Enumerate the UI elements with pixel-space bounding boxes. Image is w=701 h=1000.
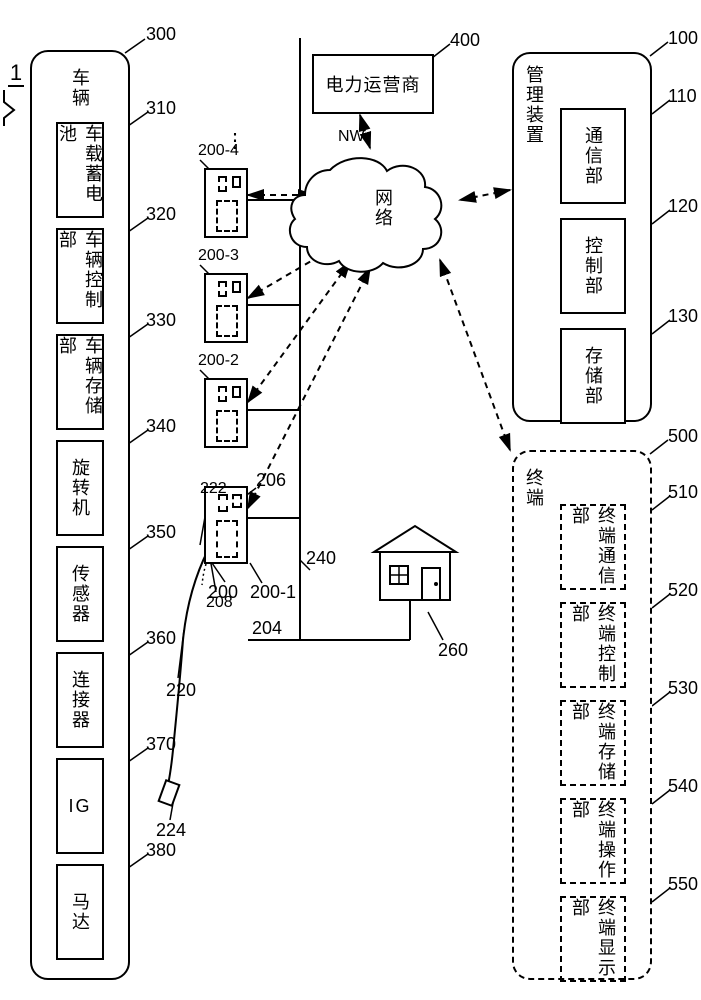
mgmt-item-callout: 120 bbox=[668, 196, 698, 217]
power-callout: 400 bbox=[450, 30, 480, 51]
terminal-item-label: 终端通信部 bbox=[562, 506, 624, 588]
cloud-label: 网络 bbox=[370, 178, 396, 238]
terminal-title: 终端 bbox=[520, 458, 548, 518]
vehicle-item-label: IG bbox=[58, 760, 102, 852]
mgmt-item: 控制部 bbox=[560, 218, 626, 314]
mgmt-item-label: 存储部 bbox=[562, 330, 624, 422]
station-box bbox=[204, 273, 248, 343]
station-box bbox=[204, 168, 248, 238]
vehicle-item-label: 连接器 bbox=[58, 654, 102, 746]
mgmt-item: 存储部 bbox=[560, 328, 626, 424]
terminal-item: 终端操作部 bbox=[560, 798, 626, 884]
vehicle-title: 车辆 bbox=[32, 58, 128, 118]
station-inner-c bbox=[232, 494, 242, 508]
terminal-item: 终端显示部 bbox=[560, 896, 626, 982]
station-206: 206 bbox=[256, 470, 286, 491]
station-208: 208 bbox=[206, 594, 233, 612]
vehicle-item-callout: 330 bbox=[146, 310, 176, 331]
vehicle-item: 连接器 bbox=[56, 652, 104, 748]
vehicle-item-label: 车辆存储部 bbox=[58, 336, 102, 428]
mgmt-item-label: 控制部 bbox=[562, 220, 624, 312]
vehicle-item-label: 车载蓄电池 bbox=[58, 124, 102, 216]
station-224: 224 bbox=[156, 820, 186, 841]
station-222: 222 bbox=[200, 480, 227, 498]
vehicle-item-label: 旋转机 bbox=[58, 442, 102, 534]
terminal-item-label: 终端存储部 bbox=[562, 702, 624, 784]
station-box bbox=[204, 378, 248, 448]
vehicle-item: 车辆存储部 bbox=[56, 334, 104, 430]
mgmt-callout: 100 bbox=[668, 28, 698, 49]
mgmt-item: 通信部 bbox=[560, 108, 626, 204]
terminal-item-callout: 520 bbox=[668, 580, 698, 601]
mgmt-item-callout: 130 bbox=[668, 306, 698, 327]
terminal-item: 终端存储部 bbox=[560, 700, 626, 786]
vehicle-item-callout: 370 bbox=[146, 734, 176, 755]
vehicle-item: IG bbox=[56, 758, 104, 854]
vehicle-item-callout: 350 bbox=[146, 522, 176, 543]
bus-240: 240 bbox=[306, 548, 336, 569]
vehicle-callout: 300 bbox=[146, 24, 176, 45]
vehicle-item-label: 车辆控制部 bbox=[58, 230, 102, 322]
vehicle-item: 旋转机 bbox=[56, 440, 104, 536]
power-box: 电力运营商 bbox=[312, 54, 434, 114]
vehicle-item-label: 马达 bbox=[58, 866, 102, 958]
station-callout: 200-2 bbox=[198, 352, 239, 370]
station-callout: 200-3 bbox=[198, 247, 239, 265]
vehicle-item: 马达 bbox=[56, 864, 104, 960]
power-label: 电力运营商 bbox=[326, 71, 421, 97]
vehicle-item: 车辆控制部 bbox=[56, 228, 104, 324]
vehicle-item-callout: 380 bbox=[146, 840, 176, 861]
vehicle-item-callout: 310 bbox=[146, 98, 176, 119]
ellipsis: ⋮ bbox=[225, 128, 245, 153]
terminal-item: 终端通信部 bbox=[560, 504, 626, 590]
building-260: 260 bbox=[438, 640, 468, 661]
terminal-item-callout: 550 bbox=[668, 874, 698, 895]
vehicle-item-callout: 340 bbox=[146, 416, 176, 437]
station-200-1: 200-1 bbox=[250, 582, 296, 603]
vehicle-item: 车载蓄电池 bbox=[56, 122, 104, 218]
mgmt-item-callout: 110 bbox=[668, 86, 697, 107]
terminal-callout: 500 bbox=[668, 426, 698, 447]
terminal-item-label: 终端操作部 bbox=[562, 800, 624, 882]
vehicle-item-callout: 320 bbox=[146, 204, 176, 225]
mgmt-title: 管理装置 bbox=[520, 60, 548, 150]
terminal-item: 终端控制部 bbox=[560, 602, 626, 688]
nw-tag: NW bbox=[338, 128, 365, 146]
station-204: 204 bbox=[252, 618, 282, 639]
station-220: 220 bbox=[166, 680, 196, 701]
terminal-item-label: 终端控制部 bbox=[562, 604, 624, 686]
terminal-item-callout: 530 bbox=[668, 678, 698, 699]
vehicle-item-label: 传感器 bbox=[58, 548, 102, 640]
diagram-id: 1 bbox=[8, 60, 24, 87]
mgmt-item-label: 通信部 bbox=[562, 110, 624, 202]
vehicle-item-callout: 360 bbox=[146, 628, 176, 649]
station-inner-a bbox=[216, 520, 238, 558]
terminal-item-label: 终端显示部 bbox=[562, 898, 624, 980]
terminal-item-callout: 540 bbox=[668, 776, 698, 797]
vehicle-item: 传感器 bbox=[56, 546, 104, 642]
terminal-item-callout: 510 bbox=[668, 482, 698, 503]
